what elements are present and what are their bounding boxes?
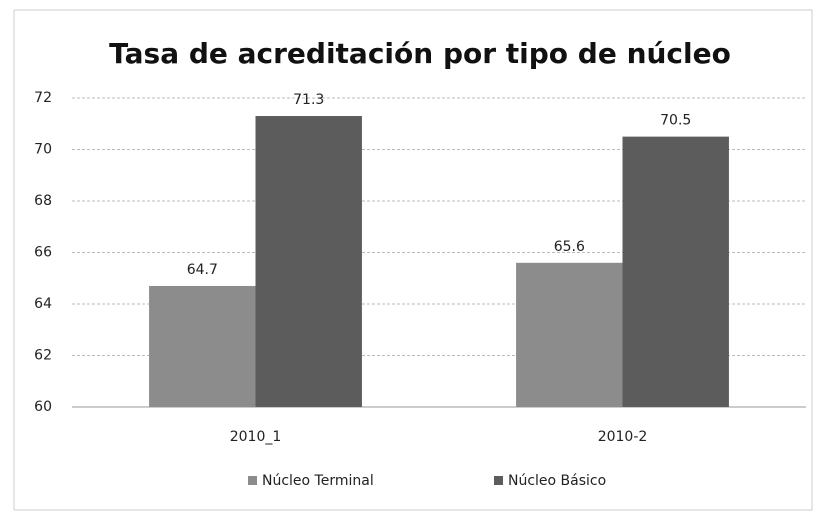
data-label: 71.3 [293, 92, 324, 108]
y-tick-label: 60 [34, 399, 52, 415]
legend-label: Núcleo Terminal [262, 473, 374, 489]
data-label: 65.6 [554, 239, 585, 255]
bar [622, 136, 729, 407]
bar [255, 116, 362, 408]
x-tick-label: 2010-2 [598, 429, 648, 445]
x-tick-label: 2010_1 [230, 429, 282, 445]
bar [149, 285, 256, 407]
y-tick-label: 66 [34, 245, 52, 261]
y-tick-label: 70 [34, 142, 52, 158]
y-tick-label: 68 [34, 193, 52, 209]
chart-title: Tasa de acreditación por tipo de núcleo [109, 37, 731, 70]
y-tick-label: 62 [34, 348, 52, 364]
y-tick-label: 72 [34, 90, 52, 106]
bar [516, 262, 623, 407]
data-label: 70.5 [660, 113, 691, 129]
legend-swatch [248, 476, 257, 485]
y-tick-label: 64 [34, 296, 52, 312]
legend-swatch [494, 476, 503, 485]
data-label: 64.7 [187, 262, 218, 278]
legend-label: Núcleo Básico [508, 473, 606, 489]
